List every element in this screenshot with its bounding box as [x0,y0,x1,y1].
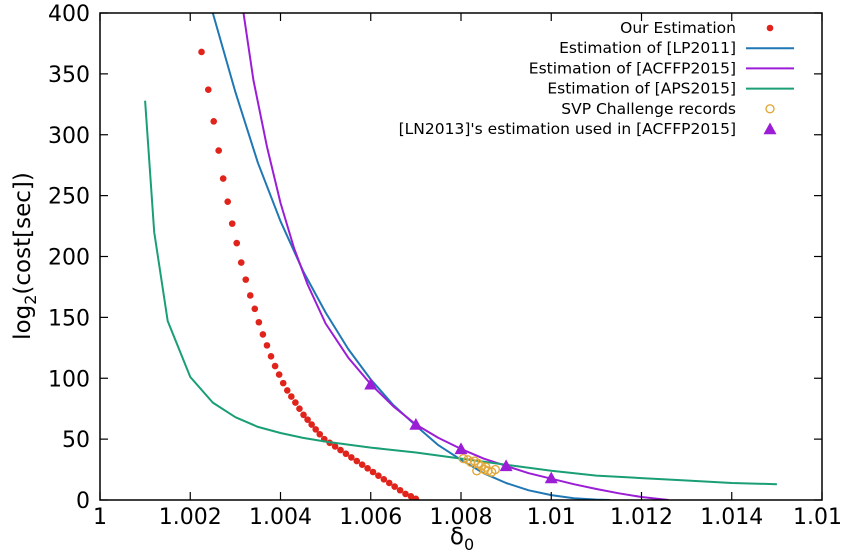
y-tick-label: 300 [48,124,90,149]
x-tick-label: 1.002 [159,505,222,530]
series-5-point [544,471,558,484]
series-4-point [472,466,482,476]
series-0-point [237,259,245,266]
series-0-point [331,443,339,450]
x-tick-label: 1.004 [249,505,312,530]
y-tick-label: 0 [76,489,90,514]
series-4-point [481,462,491,472]
series-5-point [409,418,423,430]
series-0-point [198,48,205,56]
y-tick-label: 400 [48,2,90,27]
x-tick-label: 1.006 [339,505,402,530]
series-0-point [304,416,311,423]
series-0-point [275,371,283,378]
series-0-point [271,362,279,370]
plot-area [144,13,777,500]
y-axis-label-suffix: (cost[sec]) [10,172,36,294]
y-axis-label-prefix: log [10,305,36,340]
series-0-point [288,393,295,400]
series-0-point [358,461,366,468]
series-0-point [242,276,250,283]
series-0-point [283,387,291,394]
series-0-point [396,486,404,494]
series-5-point [499,459,513,472]
legend-label: Estimation of [APS2015] [547,80,736,98]
series-0-point [353,457,361,465]
series-4-point [490,464,500,475]
y-tick-label: 200 [48,246,90,271]
series-0-point [412,495,420,500]
series-0-point [228,220,236,227]
legend-swatch [765,104,775,114]
series-0-point [364,465,371,472]
series-0-point [259,331,267,338]
series-0-point [337,446,344,454]
series-0-point [348,454,355,461]
series-0-point [300,411,307,419]
x-tick-label: 1.01 [527,505,576,530]
x-axis-label: δ0 [450,524,474,552]
series-2-line [242,13,669,500]
legend: Our Estimation Estimation of [LP2011] Esti… [399,19,794,138]
series-0-point [215,147,222,154]
series-0-point [224,198,232,206]
series-0-point [369,468,377,476]
series-0-point [219,175,227,182]
x-tick-label: 1.01 [793,505,842,530]
y-tick-label: 250 [48,185,90,210]
axis-ticks: 1 1.002 1.004 1.006 1.008 1.01 1.012 1.014 1.01 0… [48,2,842,530]
series-4-point [458,453,468,464]
series-5-point [364,377,378,390]
y-axis-label-subscript: 2 [21,295,40,305]
series-0-point [402,490,409,498]
y-tick-label: 100 [48,367,90,392]
legend-label: SVP Challenge records [561,100,736,118]
legend-label: Estimation of [LP2011] [559,39,736,57]
x-tick-label: 1 [93,505,107,530]
legend-swatch [763,122,777,135]
series-0-point [391,483,398,490]
x-tick-label: 1.014 [700,505,763,530]
x-tick-label: 1.008 [430,505,493,530]
x-tick-label: 1.012 [610,505,673,530]
series-0-point [267,353,275,360]
series-0-point [375,472,382,479]
x-axis-label-subscript: 0 [464,535,474,552]
series-5-point [454,442,468,455]
series-0-point [342,450,350,458]
series-0-point [312,426,319,433]
series-0-point [407,493,415,500]
series-0-point [246,292,254,299]
series-0-point [385,479,393,487]
series-0-point [263,342,271,349]
series-0-point [279,379,287,387]
series-0-point [255,318,263,326]
series-0-point [380,476,388,483]
series-0-point [210,118,218,125]
series-0-point [292,399,299,406]
series-0-point [296,405,303,412]
series-0-point [233,239,241,247]
series-0-point [308,421,315,428]
y-tick-label: 150 [48,306,90,331]
series-0-point [316,430,324,438]
legend-swatch [766,24,774,32]
y-tick-label: 350 [48,63,90,88]
series-0-point [251,305,259,313]
x-axis-label-main: δ [450,524,464,550]
legend-label: Our Estimation [620,19,736,37]
y-axis-label: log2(cost[sec]) [10,172,40,340]
legend-label: Estimation of [ACFFP2015] [529,59,736,77]
series-3-line [144,100,777,486]
series-0-point [205,86,212,94]
y-tick-label: 50 [62,428,90,453]
legend-label: [LN2013]'s estimation used in [ACFFP2015… [399,120,736,138]
